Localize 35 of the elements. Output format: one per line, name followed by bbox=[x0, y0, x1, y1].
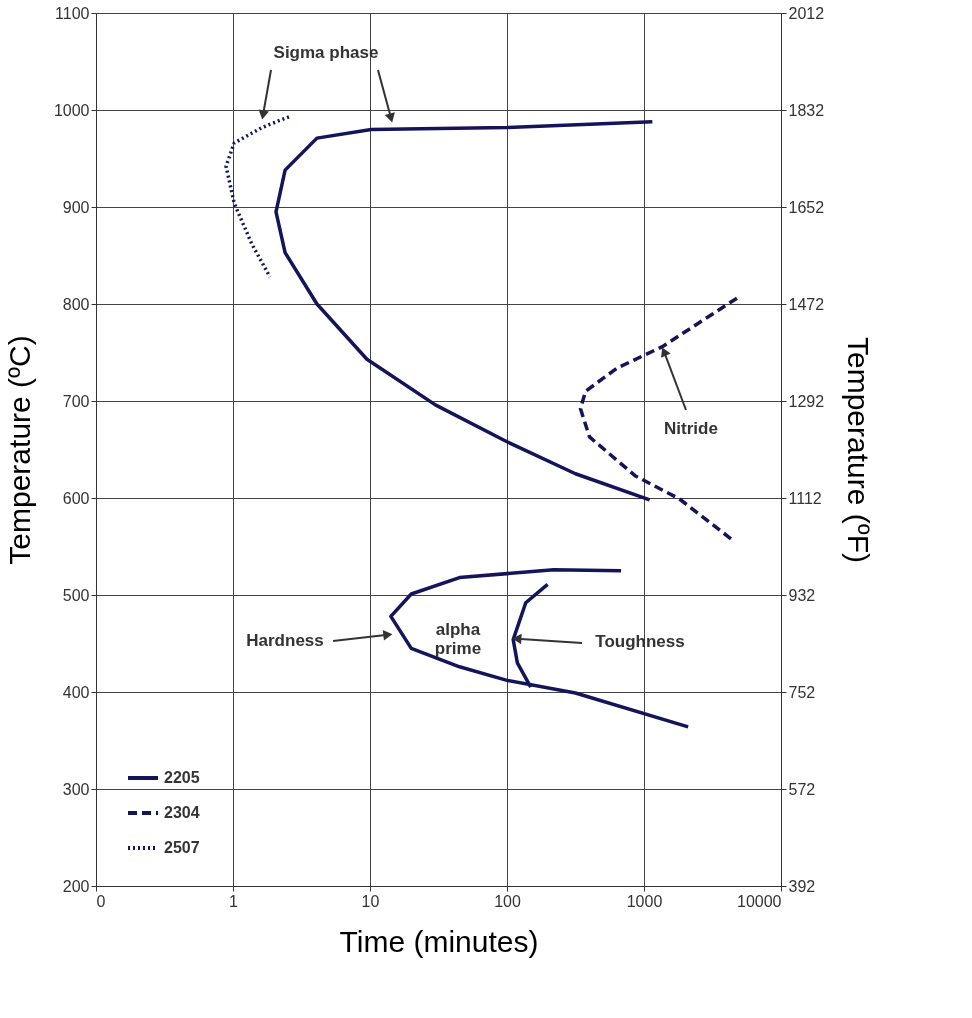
annotation: alpha prime bbox=[434, 620, 482, 658]
y-tick-label: 1100 bbox=[55, 4, 90, 22]
y-tick-label: 1000 bbox=[53, 101, 90, 119]
legend-label: 2507 bbox=[164, 839, 200, 856]
y2-tick-label: 1832 bbox=[788, 101, 825, 119]
y2-tick-label: 2012 bbox=[788, 4, 825, 22]
y-tick-label: 700 bbox=[62, 392, 90, 410]
x-tick-label: 1 bbox=[229, 892, 239, 910]
x-tick-label: 0 bbox=[96, 892, 106, 910]
y2-tick-label: 392 bbox=[788, 877, 816, 895]
y2-axis-title: Temperature (ºF) bbox=[842, 336, 876, 564]
y2-tick-label: 1292 bbox=[788, 392, 825, 410]
legend-label: 2304 bbox=[164, 804, 200, 821]
x-tick-label: 10000 bbox=[737, 892, 782, 910]
legend-label: 2205 bbox=[164, 769, 200, 786]
y-tick-label: 800 bbox=[62, 295, 90, 313]
y-tick-label: 900 bbox=[62, 198, 90, 216]
annotation: Hardness bbox=[246, 631, 324, 650]
y2-tick-label: 572 bbox=[788, 780, 816, 798]
y-tick-label: 500 bbox=[62, 586, 90, 604]
annotation: Nitride bbox=[664, 419, 718, 438]
y-tick-label: 300 bbox=[62, 780, 90, 798]
x-tick-label: 10 bbox=[361, 892, 380, 910]
y-tick-label: 400 bbox=[62, 683, 90, 701]
y2-tick-label: 1472 bbox=[788, 295, 825, 313]
x-tick-label: 1000 bbox=[626, 892, 663, 910]
y-tick-label: 600 bbox=[62, 489, 90, 507]
y2-tick-label: 1652 bbox=[788, 198, 825, 216]
x-axis-title: Time (minutes) bbox=[339, 924, 539, 958]
y-tick-label: 200 bbox=[62, 877, 90, 895]
y2-tick-label: 752 bbox=[788, 683, 816, 701]
y-axis-title: Temperature (ºC) bbox=[2, 335, 36, 565]
x-tick-label: 100 bbox=[494, 892, 521, 910]
y2-tick-label: 932 bbox=[788, 586, 816, 604]
y2-tick-label: 1112 bbox=[788, 489, 822, 507]
